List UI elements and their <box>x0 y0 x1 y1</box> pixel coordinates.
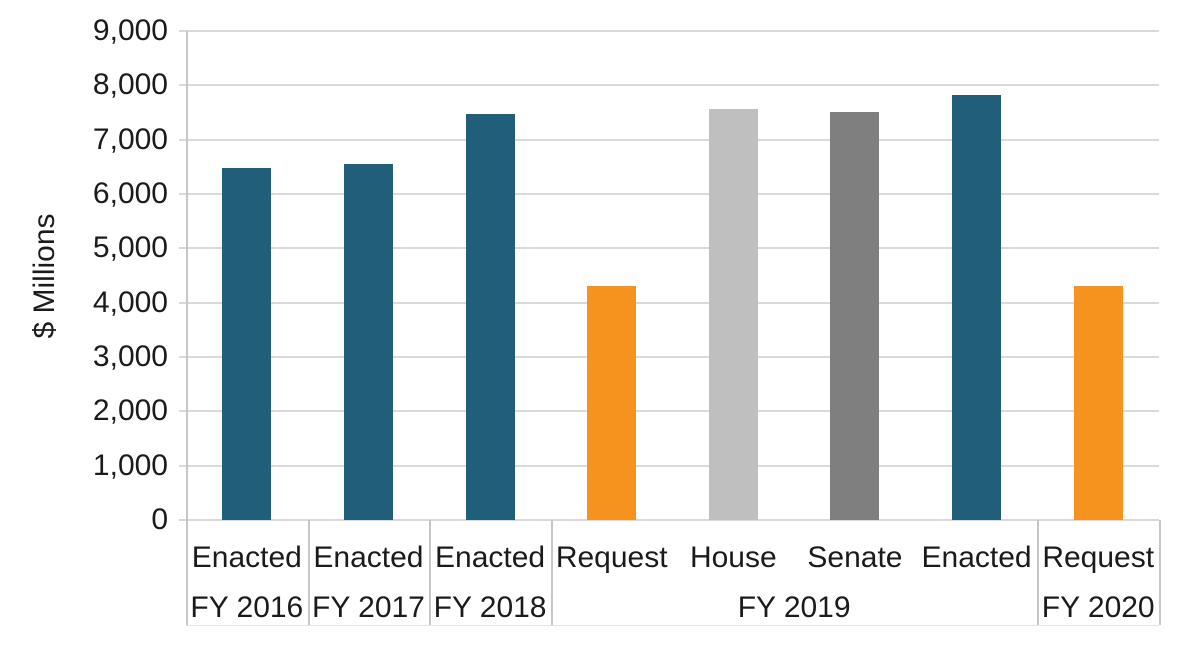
x-axis-group-row: FY 2016 FY 2017 FY 2018 FY 2019 FY 2020 <box>186 588 1159 628</box>
y-tick-label: 8,000 <box>92 68 168 102</box>
gridline <box>179 138 1159 141</box>
y-axis-tick-labels: 0 1,000 2,000 3,000 4,000 5,000 6,000 7,000 8,00… <box>8 0 168 658</box>
y-tick-label: 3,000 <box>92 340 168 373</box>
x-category-label-house-fy-2019: House <box>689 541 777 574</box>
x-group-label-fy-2020: FY 2020 <box>1041 591 1155 624</box>
gridline <box>179 30 1159 32</box>
gridline <box>179 301 1159 304</box>
category-separator <box>550 520 553 625</box>
x-category-label-senate-fy-2019: Senate <box>807 541 903 574</box>
gridline <box>179 356 1159 358</box>
y-tick-label: 2,000 <box>92 394 168 428</box>
x-category-label-enacted-fy-2019: Enacted <box>921 541 1032 574</box>
bar-enacted-fy-2018 <box>465 114 515 520</box>
gridline <box>179 464 1159 467</box>
x-axis-category-row: Enacted Enacted Enacted Request House Senate E… <box>186 538 1159 578</box>
gridline <box>179 193 1159 195</box>
y-tick-label: 1,000 <box>92 448 168 482</box>
category-separator <box>1037 520 1040 625</box>
category-separator <box>1159 520 1161 625</box>
y-tick-label: 0 <box>151 503 168 536</box>
category-separator <box>307 520 310 625</box>
bar-request-fy-2020 <box>1073 286 1123 520</box>
y-tick-label: 7,000 <box>92 122 168 156</box>
bar-house-fy-2019 <box>708 109 758 520</box>
x-category-label-request-fy-2020: Request <box>1042 541 1155 574</box>
gridline <box>179 519 1159 521</box>
bar-senate-fy-2019 <box>830 111 880 520</box>
bar-enacted-fy-2016 <box>222 168 272 520</box>
x-category-label-enacted-fy-2016: Enacted <box>191 541 302 574</box>
x-group-label-fy-2017: FY 2017 <box>312 591 425 624</box>
y-tick-label: 4,000 <box>92 285 168 319</box>
bar-enacted-fy-2017 <box>343 164 393 520</box>
x-category-label-enacted-fy-2018: Enacted <box>435 541 546 574</box>
category-separator <box>186 520 188 625</box>
y-tick-label: 9,000 <box>92 14 168 47</box>
gridline <box>179 247 1159 250</box>
gridline <box>179 84 1159 87</box>
x-category-label-request-fy-2019: Request <box>555 541 668 574</box>
x-group-label-fy-2016: FY 2016 <box>190 591 304 624</box>
bar-request-fy-2019 <box>587 286 637 520</box>
y-axis-line <box>186 31 188 625</box>
y-tick-label: 6,000 <box>92 177 168 210</box>
x-axis-bottom-border <box>186 625 1159 626</box>
plot-area <box>179 30 1159 521</box>
x-category-label-enacted-fy-2017: Enacted <box>313 541 424 574</box>
x-group-label-fy-2019: FY 2019 <box>737 591 851 624</box>
bar-enacted-fy-2019 <box>952 95 1002 520</box>
gridline <box>179 410 1159 413</box>
category-separator <box>429 520 432 625</box>
x-group-label-fy-2018: FY 2018 <box>433 591 547 624</box>
y-tick-label: 5,000 <box>92 231 168 265</box>
